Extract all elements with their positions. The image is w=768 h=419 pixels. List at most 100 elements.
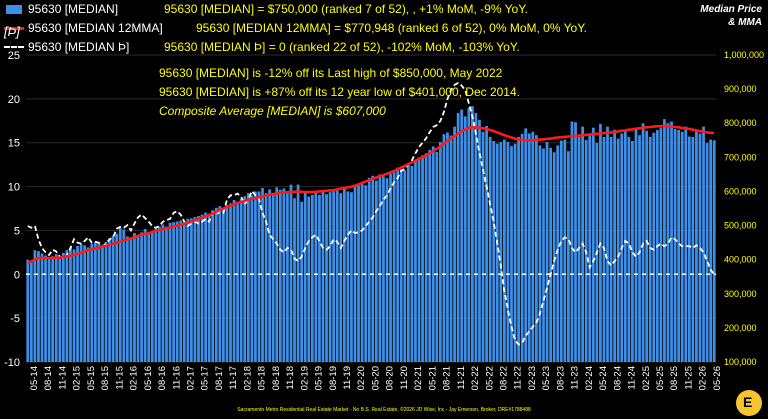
median-bar bbox=[698, 133, 702, 362]
left-tick-label: 10 bbox=[8, 182, 20, 194]
median-bar bbox=[47, 257, 51, 362]
x-tick-label: 02-19 bbox=[299, 366, 310, 390]
median-bar bbox=[453, 126, 456, 362]
median-bar bbox=[492, 140, 496, 362]
x-tick-label: 02-18 bbox=[242, 366, 253, 390]
median-bar bbox=[677, 130, 681, 362]
median-bar bbox=[271, 192, 275, 362]
median-bar bbox=[446, 132, 449, 362]
median-bar bbox=[463, 116, 467, 363]
median-bar bbox=[93, 241, 97, 362]
median-bar bbox=[670, 121, 673, 363]
right-tick-label: 1,000,000 bbox=[724, 50, 764, 60]
x-tick-label: 11-22 bbox=[513, 366, 524, 390]
x-tick-label: 05-17 bbox=[200, 366, 211, 390]
median-bar bbox=[357, 183, 360, 362]
median-bar bbox=[559, 140, 563, 362]
median-bar bbox=[431, 146, 435, 362]
x-tick-label: 11-23 bbox=[570, 366, 581, 390]
median-bar bbox=[232, 199, 236, 362]
median-bar bbox=[687, 136, 691, 362]
median-bar bbox=[342, 188, 346, 362]
median-bar bbox=[289, 184, 293, 362]
median-bar bbox=[485, 125, 488, 362]
median-bar bbox=[570, 121, 574, 363]
median-bar bbox=[186, 218, 190, 362]
median-bar bbox=[65, 250, 69, 362]
median-bar bbox=[410, 165, 414, 362]
median-bar bbox=[168, 222, 172, 362]
median-bar bbox=[606, 126, 609, 362]
annotation-12yr-low: 95630 [MEDIAN] is +87% off its 12 year l… bbox=[159, 85, 520, 99]
median-bar bbox=[140, 232, 143, 362]
median-bar bbox=[154, 228, 158, 362]
median-bar bbox=[538, 145, 542, 362]
median-bar bbox=[531, 131, 535, 362]
median-bar bbox=[264, 193, 268, 362]
left-tick-label: 20 bbox=[8, 94, 20, 106]
median-bar bbox=[360, 182, 364, 362]
median-bar bbox=[638, 135, 641, 362]
x-tick-label: 08-18 bbox=[271, 366, 282, 390]
median-bar bbox=[239, 198, 243, 362]
left-tick-label: 25 bbox=[8, 50, 20, 62]
median-bar bbox=[122, 229, 126, 362]
axes: -10 -5 0 5 10 15 20 25 100,000 200,000 300,000 400,… bbox=[4, 50, 764, 390]
gridlines bbox=[26, 54, 716, 363]
median-bar bbox=[69, 247, 72, 362]
median-bar bbox=[567, 151, 570, 362]
median-bar bbox=[396, 167, 400, 362]
median-bar bbox=[222, 209, 225, 362]
legend-name-median: 95630 [MEDIAN] bbox=[28, 2, 119, 16]
median-bar bbox=[456, 112, 460, 363]
median-bar bbox=[406, 164, 410, 362]
x-tick-label: 11-25 bbox=[683, 366, 694, 390]
median-bar bbox=[268, 189, 272, 362]
median-bar bbox=[609, 136, 613, 362]
median-bar bbox=[346, 191, 350, 362]
x-tick-label: 02-25 bbox=[641, 366, 652, 390]
median-bar bbox=[129, 237, 133, 362]
corner-title-line-1: Median Price bbox=[700, 4, 762, 15]
median-bar bbox=[613, 129, 617, 362]
median-bar bbox=[79, 244, 83, 362]
median-bar bbox=[257, 191, 261, 362]
median-bar bbox=[97, 243, 101, 362]
corner-title-line-2: & MMA bbox=[728, 17, 762, 28]
x-tick-label: 08-25 bbox=[669, 366, 680, 390]
x-tick-label: 08-20 bbox=[385, 366, 396, 390]
median-bar bbox=[118, 227, 122, 362]
median-bar bbox=[200, 214, 204, 362]
median-bar bbox=[648, 136, 652, 362]
median-bar bbox=[335, 189, 339, 362]
median-bar bbox=[165, 226, 168, 362]
median-bar bbox=[588, 134, 592, 362]
median-bar bbox=[296, 184, 300, 362]
median-bar bbox=[328, 192, 332, 362]
median-bar bbox=[172, 222, 175, 362]
median-bar bbox=[535, 135, 538, 362]
median-bar bbox=[663, 119, 666, 362]
median-bar bbox=[76, 246, 79, 362]
median-bar bbox=[371, 175, 375, 362]
x-tick-label: 02-17 bbox=[186, 366, 197, 390]
median-bar bbox=[510, 146, 513, 362]
x-tick-label: 05-14 bbox=[29, 366, 40, 390]
median-bar bbox=[125, 236, 129, 362]
x-tick-label: 08-23 bbox=[555, 366, 566, 390]
x-tick-label: 02-21 bbox=[413, 366, 424, 390]
median-bar bbox=[467, 107, 471, 363]
median-bar bbox=[44, 255, 47, 362]
median-bar bbox=[314, 192, 318, 362]
x-tick-label: 02-26 bbox=[698, 366, 709, 390]
median-bar bbox=[278, 189, 282, 362]
median-bar bbox=[29, 262, 33, 362]
x-tick-label: 05-23 bbox=[541, 366, 552, 390]
median-bar bbox=[623, 130, 627, 362]
x-tick-label: 08-19 bbox=[328, 366, 339, 390]
x-tick-label: 11-14 bbox=[58, 366, 69, 390]
median-bar bbox=[58, 258, 62, 362]
x-tick-label: 02-15 bbox=[72, 366, 83, 390]
median-bar bbox=[54, 254, 58, 362]
median-bar bbox=[503, 139, 506, 362]
